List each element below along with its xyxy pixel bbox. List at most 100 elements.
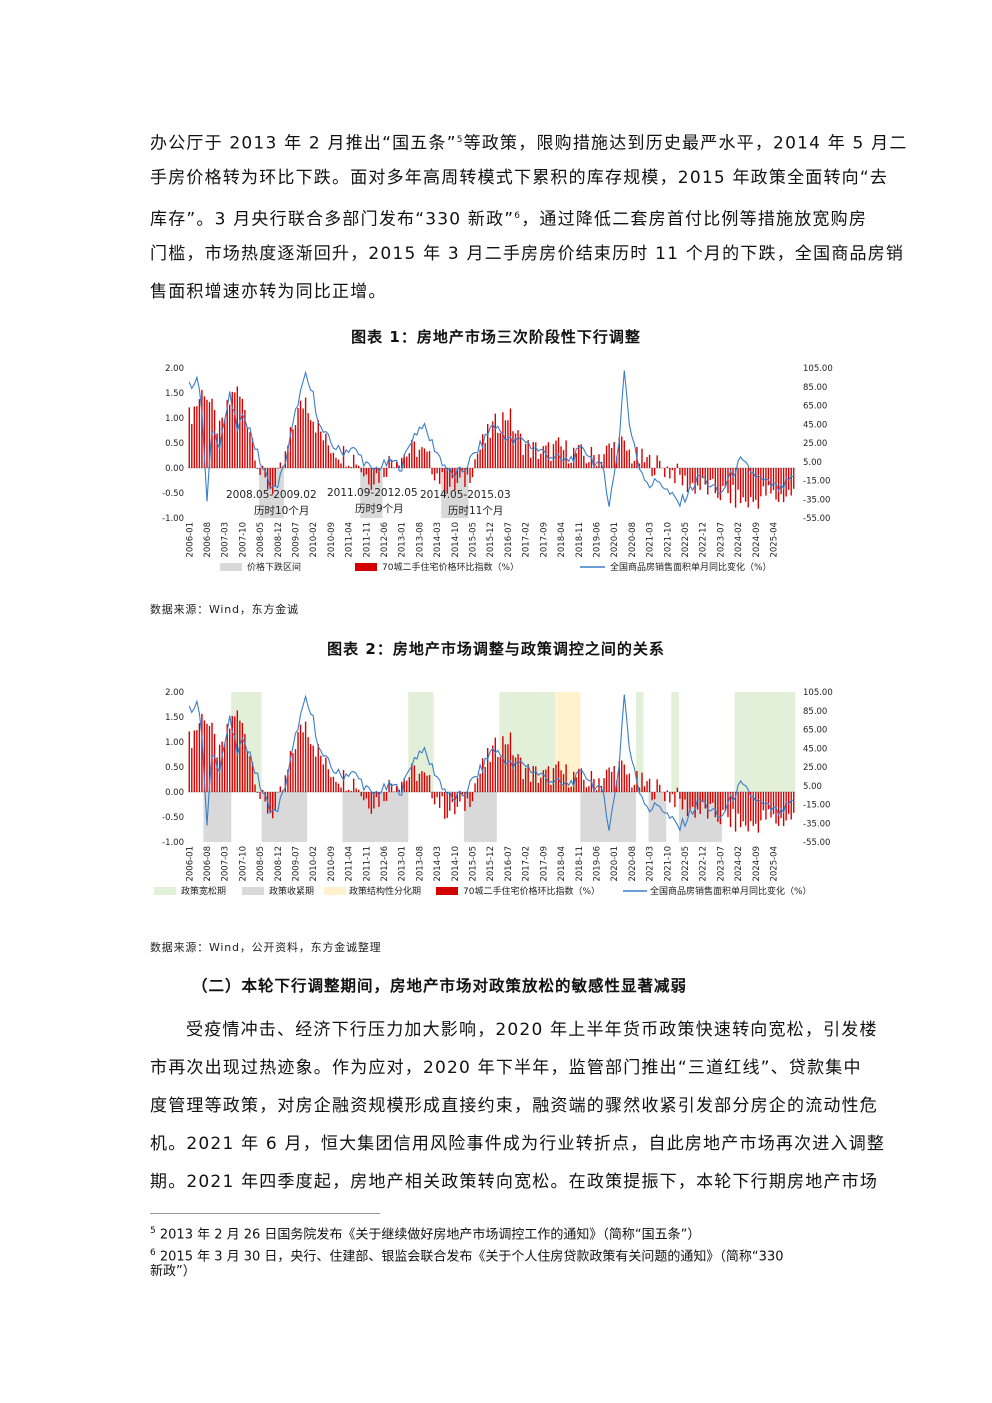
price-bar: [395, 785, 398, 792]
x-tick-label: 2011-11: [362, 846, 372, 882]
price-bar: [755, 468, 757, 500]
price-bar: [739, 792, 742, 828]
price-bar: [299, 400, 302, 468]
price-bar: [449, 792, 451, 811]
price-bar: [274, 468, 276, 487]
price-bar: [648, 778, 651, 792]
price-bar: [575, 777, 577, 792]
price-bar: [595, 790, 598, 792]
price-bar: [244, 734, 246, 792]
x-tick-label: 2020-01: [610, 846, 620, 882]
price-bar: [512, 755, 514, 792]
x-tick-label: 2024-02: [734, 846, 744, 882]
x-tick-label: 2008-05: [256, 522, 266, 558]
right-tick-label: 45.00: [803, 420, 827, 430]
price-bar: [411, 763, 413, 792]
price-bar: [292, 753, 294, 792]
sales-line: [188, 370, 794, 508]
x-tick-label: 2007-10: [238, 522, 248, 558]
price-bar: [717, 468, 719, 498]
price-bar: [327, 445, 330, 468]
price-bar: [269, 792, 271, 812]
price-bar: [760, 792, 762, 821]
price-bar: [244, 410, 246, 468]
price-bar: [734, 792, 737, 832]
price-bar: [378, 468, 380, 483]
price-bar: [360, 792, 362, 797]
price-bar: [717, 792, 719, 822]
price-bar: [790, 792, 792, 820]
price-bar: [332, 776, 335, 792]
decline-range-shade: [360, 468, 383, 518]
legend-label: 政策结构性分化期: [349, 885, 421, 897]
x-tick-label: 2018-11: [575, 846, 585, 882]
footnote-ref[interactable]: 5: [456, 135, 464, 145]
price-bar: [309, 744, 312, 792]
right-tick-label: 105.00: [803, 688, 833, 698]
x-tick-label: 2023-07: [716, 846, 726, 882]
price-bar: [388, 779, 390, 792]
legend-label: 70城二手住宅价格环比指数（%）: [463, 885, 600, 897]
price-bar: [317, 744, 319, 792]
right-tick-label: 25.00: [803, 439, 827, 449]
price-bar: [459, 792, 461, 802]
price-bar: [729, 792, 732, 828]
text-line: 度管理等政策，对房企融资规模形成直接约束，融资端的骤然收紧引发部分房企的流动性危: [150, 1096, 878, 1116]
price-bar: [332, 452, 335, 468]
price-bar: [651, 792, 653, 801]
price-bar: [274, 792, 276, 811]
price-bar: [573, 771, 575, 792]
price-bar: [350, 466, 352, 468]
x-tick-label: 2006-08: [203, 846, 213, 882]
price-bar: [603, 778, 605, 792]
price-bar: [413, 765, 416, 792]
price-bar: [704, 468, 706, 485]
price-bar: [487, 747, 489, 792]
x-tick-label: 2018-04: [557, 522, 567, 558]
price-bar: [249, 432, 251, 468]
footnote-ref[interactable]: 6: [514, 211, 522, 221]
price-bar: [507, 420, 509, 468]
price-bar: [656, 455, 658, 468]
price-bar: [502, 736, 504, 792]
price-bar: [208, 726, 211, 792]
x-tick-label: 2011-04: [345, 846, 355, 882]
left-tick-label: 1.50: [165, 389, 184, 399]
price-bar: [436, 468, 438, 474]
price-bar: [368, 468, 370, 485]
price-bar: [239, 720, 241, 792]
price-bar: [413, 441, 416, 468]
price-bar: [431, 468, 433, 475]
price-bar: [555, 764, 557, 792]
price-bar: [532, 441, 534, 468]
price-bar: [722, 792, 724, 810]
price-bar: [423, 772, 426, 792]
price-bar: [737, 792, 739, 814]
price-bar: [641, 448, 643, 468]
price-bar: [249, 756, 251, 792]
price-bar: [770, 792, 772, 818]
legend-swatch: [436, 887, 458, 895]
price-bar: [550, 460, 552, 468]
x-tick-label: 2019-06: [593, 846, 603, 882]
price-bar: [552, 444, 555, 468]
price-bar: [530, 781, 532, 792]
price-bar: [560, 770, 562, 792]
x-tick-label: 2024-09: [752, 846, 762, 882]
price-bar: [223, 743, 226, 792]
price-bar: [671, 792, 674, 795]
policy-loose-shade: [231, 692, 262, 792]
sales-line: [188, 694, 794, 832]
price-bar: [395, 461, 398, 468]
annotation-period: 2011.09-2012.05: [327, 487, 418, 499]
price-bar: [272, 468, 274, 495]
price-bar: [664, 792, 666, 802]
legend-swatch: [154, 887, 176, 895]
price-bar: [236, 710, 239, 792]
legend-swatch: [220, 563, 242, 571]
price-bar: [254, 784, 256, 792]
x-tick-label: 2017-02: [522, 522, 532, 558]
price-bar: [777, 468, 780, 502]
price-bar: [251, 438, 254, 468]
policy-loose-shade: [734, 692, 796, 792]
